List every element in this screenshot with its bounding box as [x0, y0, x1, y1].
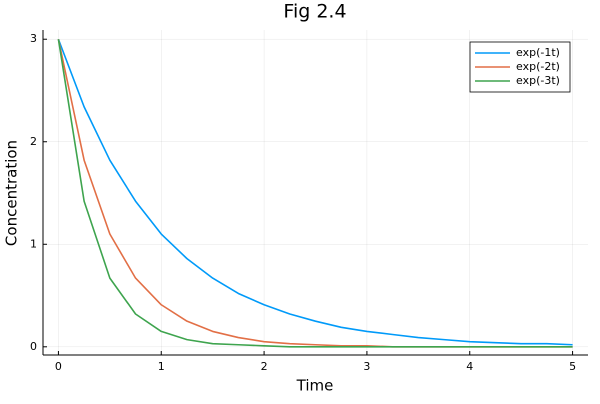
- line-series: [57, 39, 573, 348]
- x-tick-label: 2: [261, 360, 268, 373]
- y-tick-label: 1: [30, 237, 37, 250]
- x-tick-label: 3: [363, 360, 370, 373]
- x-tick-label: 4: [466, 360, 473, 373]
- y-tick-label: 2: [30, 135, 37, 148]
- legend-label: exp(-1t): [516, 46, 560, 59]
- line-series: [57, 38, 573, 346]
- x-tick-label: 0: [55, 360, 62, 373]
- y-tick-label: 3: [30, 32, 37, 45]
- legend-label: exp(-3t): [516, 74, 560, 87]
- y-tick-label: 0: [30, 340, 37, 353]
- x-axis-label: Time: [296, 377, 334, 395]
- x-tick-label: 1: [158, 360, 165, 373]
- legend-label: exp(-2t): [516, 60, 560, 73]
- chart-title: Fig 2.4: [283, 1, 346, 23]
- x-tick-label: 5: [569, 360, 576, 373]
- y-axis-label: Concentration: [3, 140, 21, 246]
